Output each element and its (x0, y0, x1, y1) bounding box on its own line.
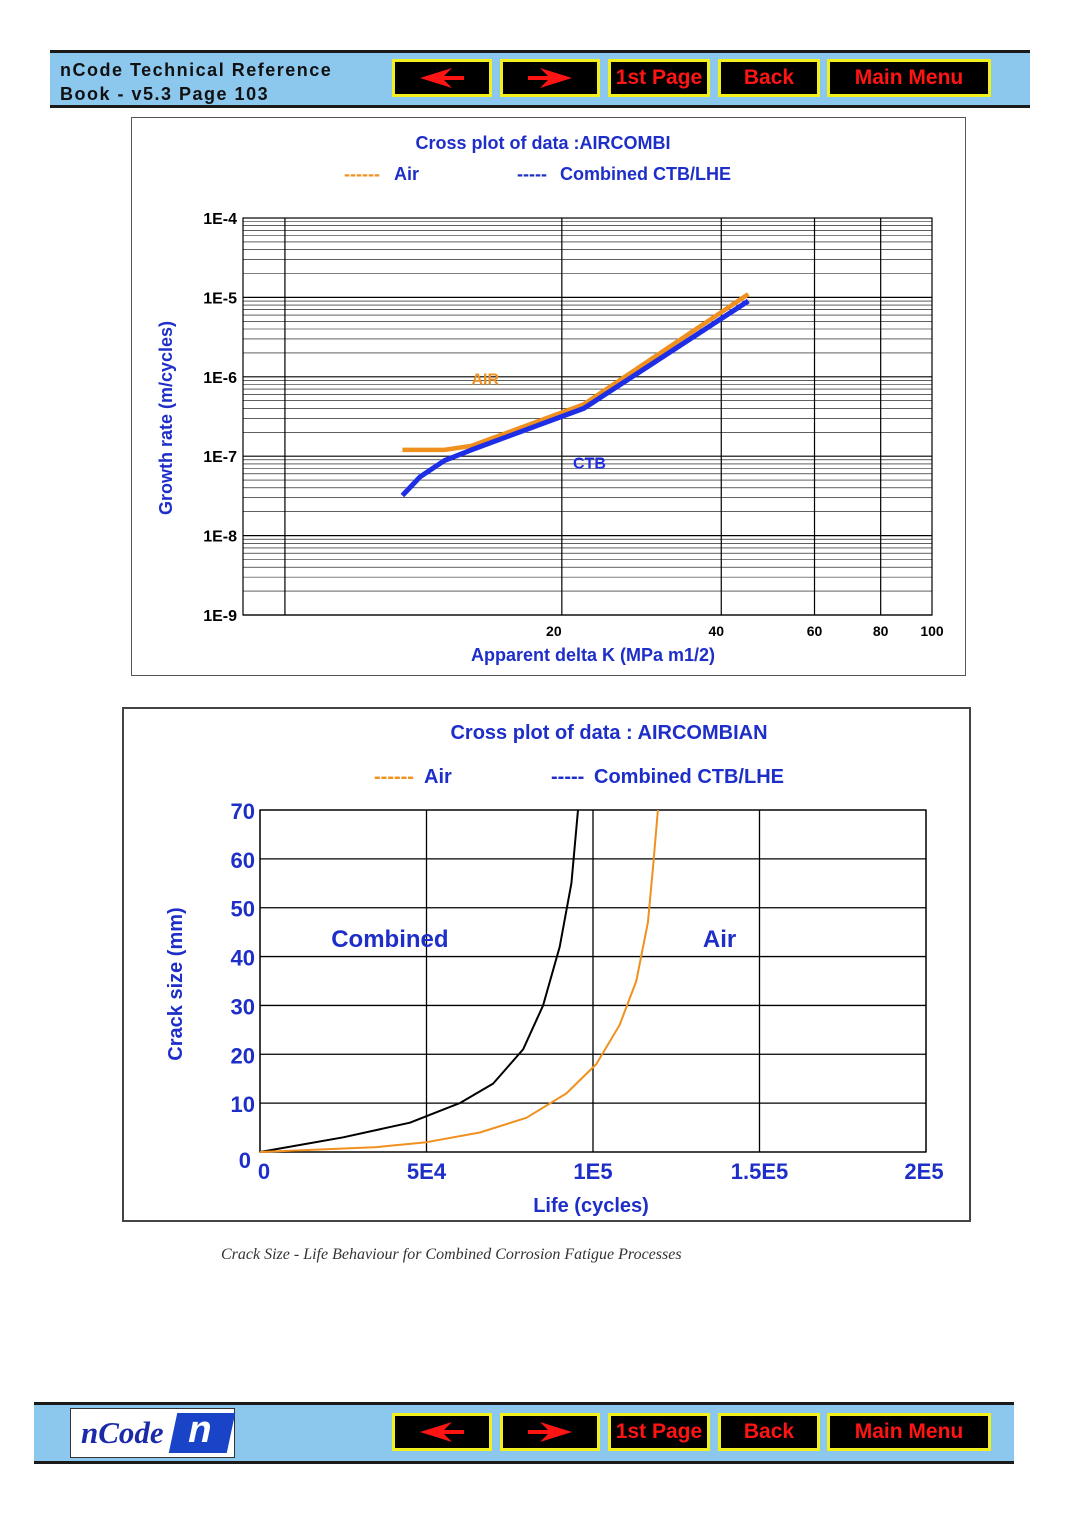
x-tick-label: 100 (920, 623, 944, 639)
y-tick-label: 10 (231, 1092, 255, 1117)
main-menu-button-bottom[interactable]: Main Menu (827, 1413, 991, 1451)
x-tick-label: 80 (873, 623, 889, 639)
previous-page-button[interactable] (392, 59, 492, 97)
legend-dash-air: ------ (344, 164, 380, 184)
y-tick-label: 1E-8 (203, 529, 237, 546)
series-line-air (259, 809, 659, 1153)
x-tick-label: 60 (807, 623, 823, 639)
annotation-label: Air (703, 926, 736, 953)
y-tick-label: 1E-4 (203, 211, 237, 228)
y-tick-label: 30 (231, 994, 255, 1019)
book-title-line1: nCode Technical Reference (60, 60, 333, 80)
back-button[interactable]: Back (718, 59, 820, 97)
y-tick-label: 0 (239, 1148, 251, 1173)
crack-size-chart: Cross plot of data : AIRCOMBIAN ------ Air… (122, 707, 971, 1222)
y-tick-label: 40 (231, 946, 255, 971)
y-tick-label: 1E-5 (203, 290, 237, 307)
growth-rate-chart-svg: Cross plot of data :AIRCOMBI ------ Air ---… (156, 133, 944, 665)
plot-area (242, 217, 933, 616)
y-tick-label: 60 (231, 848, 255, 873)
legend-label-combined: Combined CTB/LHE (594, 766, 784, 788)
right-arrow-icon (528, 1422, 572, 1442)
y-tick-label: 20 (231, 1043, 255, 1068)
y-axis-label: Growth rate (m/cycles) (156, 321, 176, 515)
series-line-air (402, 292, 750, 453)
x-axis-label: Life (cycles) (533, 1195, 649, 1217)
x-tick-label: 20 (546, 623, 562, 639)
header-navbar: nCode Technical Reference Book - v5.3 Pa… (50, 50, 1030, 108)
legend-label-air: Air (394, 164, 419, 184)
y-tick-label: 1E-6 (203, 370, 237, 387)
book-title: nCode Technical Reference Book - v5.3 Pa… (60, 58, 332, 106)
logo-mark-letter: n (184, 1409, 217, 1451)
y-tick-label: 1E-9 (203, 608, 237, 625)
growth-rate-chart: Cross plot of data :AIRCOMBI ------ Air ---… (131, 117, 966, 676)
x-tick-label: 2E5 (904, 1159, 943, 1184)
annotation-label: CTB (573, 455, 606, 472)
gridlines (243, 218, 932, 616)
legend-label-air: Air (424, 766, 452, 788)
x-tick-label: 0 (258, 1159, 270, 1184)
previous-page-button-bottom[interactable] (392, 1413, 492, 1451)
figure-caption: Crack Size - Life Behaviour for Combined… (221, 1246, 682, 1263)
next-page-button-bottom[interactable] (500, 1413, 600, 1451)
legend-dash-air: ------ (374, 766, 414, 788)
legend-dash-combined: ----- (551, 766, 584, 788)
first-page-button[interactable]: 1st Page (608, 59, 710, 97)
gridlines (259, 809, 927, 1153)
legend-label-combined: Combined CTB/LHE (560, 164, 731, 184)
footer-navbar: nCode n 1st Page Back Main Menu (34, 1402, 1014, 1464)
annotation-label: AIR (471, 371, 499, 388)
y-tick-label: 1E-7 (203, 449, 237, 466)
book-title-line2: Book - v5.3 Page 103 (60, 84, 270, 104)
x-tick-label: 40 (708, 623, 724, 639)
logo-text: nCode (81, 1415, 164, 1450)
back-button-bottom[interactable]: Back (718, 1413, 820, 1451)
plot-area (259, 809, 927, 1153)
main-menu-button[interactable]: Main Menu (827, 59, 991, 97)
ncode-logo: nCode n (70, 1408, 236, 1458)
annotation-label: Combined (331, 926, 448, 953)
series-line-combined-ctb-lhe (400, 298, 750, 498)
x-axis-label: Apparent delta K (MPa m1/2) (471, 645, 715, 665)
legend-dash-combined: ----- (517, 164, 547, 184)
chart-title: Cross plot of data :AIRCOMBI (416, 133, 671, 153)
first-page-button-bottom[interactable]: 1st Page (608, 1413, 710, 1451)
ncode-logo-icon: n (168, 1409, 236, 1453)
series-line-combined (259, 809, 579, 1153)
x-tick-label: 1.5E5 (731, 1159, 789, 1184)
y-tick-label: 50 (231, 897, 255, 922)
left-arrow-icon (420, 1422, 464, 1442)
chart-title: Cross plot of data : AIRCOMBIAN (450, 722, 767, 744)
crack-size-chart-svg: Cross plot of data : AIRCOMBIAN ------ Air… (165, 722, 944, 1217)
x-tick-label: 1E5 (573, 1159, 612, 1184)
y-tick-label: 70 (231, 799, 255, 824)
next-page-button[interactable] (500, 59, 600, 97)
y-axis-label: Crack size (mm) (165, 907, 187, 1060)
left-arrow-icon (420, 68, 464, 88)
x-tick-label: 5E4 (407, 1159, 447, 1184)
right-arrow-icon (528, 68, 572, 88)
